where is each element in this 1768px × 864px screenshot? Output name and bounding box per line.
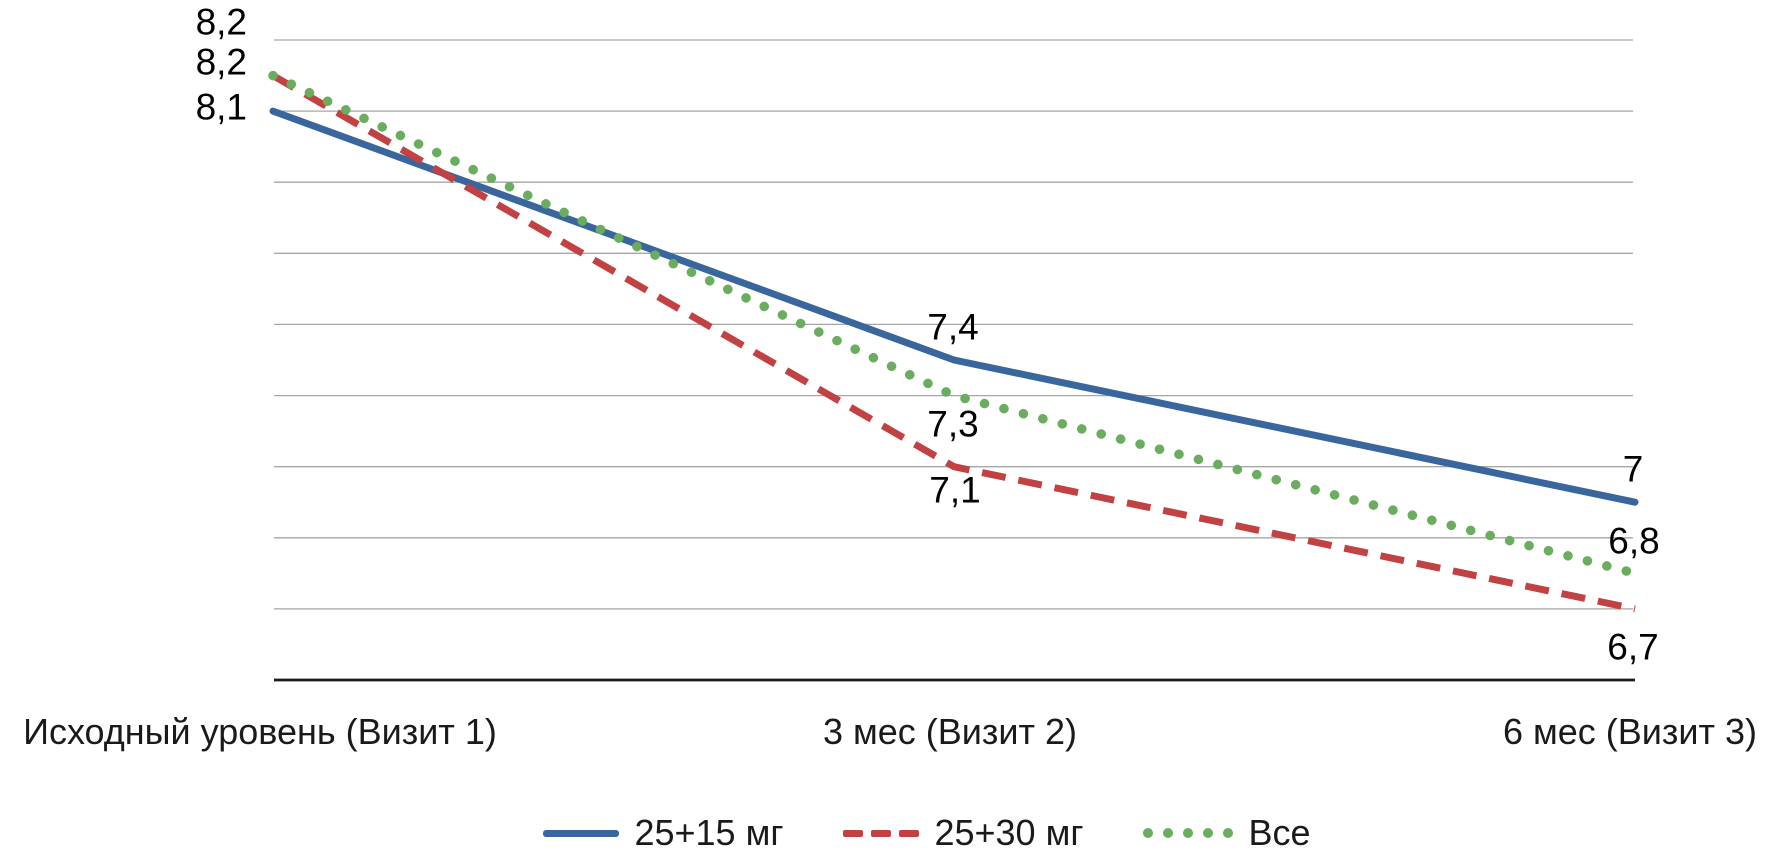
x-axis-label-visit1: Исходный уровень (Визит 1) [23, 711, 497, 752]
legend-label-25-15: 25+15 мг [634, 812, 784, 853]
legend-swatch-solid-line-icon [543, 829, 620, 837]
legend-item-25-15: 25+15 мг [543, 812, 783, 854]
data-label: 7 [1623, 449, 1644, 490]
data-label: 6,7 [1607, 627, 1658, 668]
series-line-25-30 [271, 72, 1636, 613]
legend-swatch-dotted-line-icon [1143, 828, 1234, 838]
legend-item-25-30: 25+30 мг [843, 812, 1083, 854]
series-line-all [268, 70, 1640, 579]
x-axis-label-visit3: 6 мес (Визит 3) [1502, 711, 1758, 752]
x-axis-label-visit2: 3 мес (Визит 2) [822, 711, 1078, 752]
data-label: 8,2 [196, 2, 247, 43]
data-label: 8,1 [196, 87, 247, 128]
data-label: 8,2 [196, 42, 247, 83]
chart-legend: 25+15 мг 25+30 мг Все [0, 810, 1768, 856]
data-label: 7,1 [929, 470, 980, 511]
data-label: 7,3 [927, 404, 978, 445]
series-line-25-15 [269, 107, 1639, 506]
line-chart-plot-area: 8,1 7,4 7 8,2 7,1 6,7 8,2 7,3 6,8 [196, 2, 1660, 682]
data-label: 7,4 [927, 307, 978, 348]
legend-label-all: Все [1248, 812, 1311, 853]
data-label: 6,8 [1608, 521, 1659, 562]
legend-swatch-dashed-line-icon [843, 829, 920, 837]
legend-label-25-30: 25+30 мг [934, 812, 1084, 853]
legend-item-all: Все [1143, 812, 1311, 854]
